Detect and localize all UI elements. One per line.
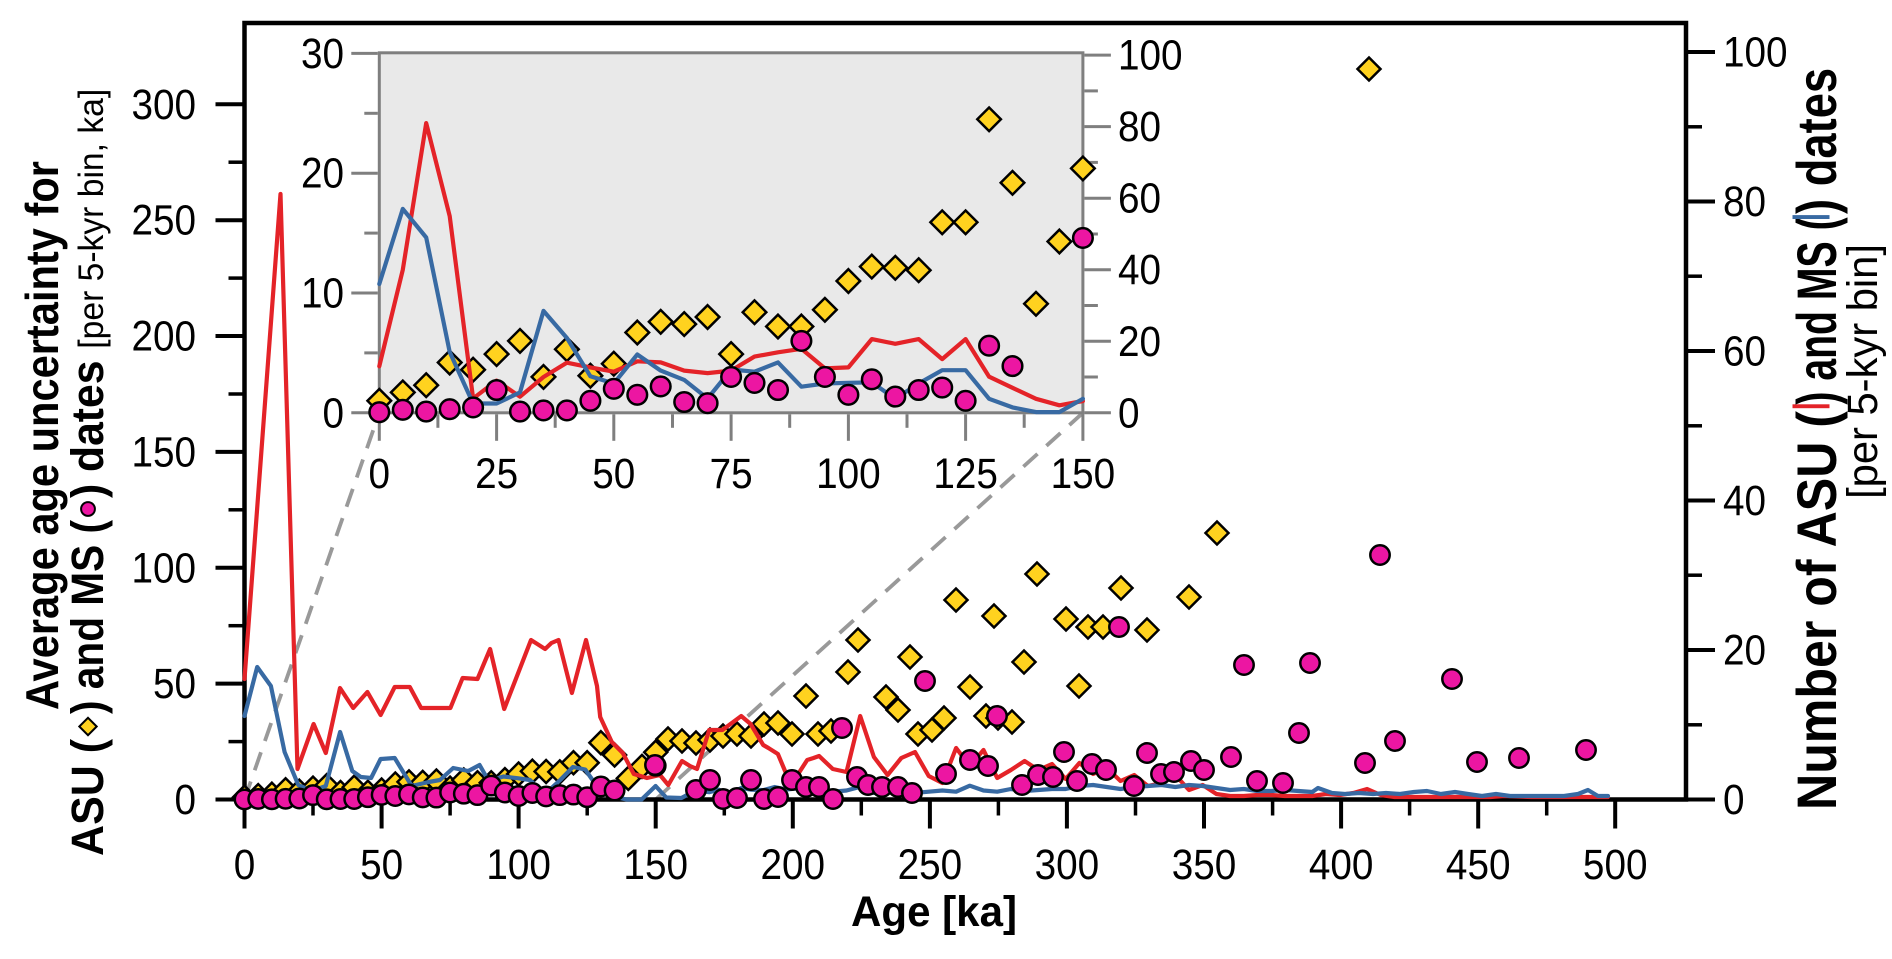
svg-text:200: 200 (131, 312, 196, 360)
svg-text:250: 250 (131, 196, 196, 244)
svg-text:10: 10 (301, 269, 344, 317)
svg-text:20: 20 (301, 149, 344, 197)
svg-text:500: 500 (1583, 840, 1648, 888)
svg-text:ASU (: ASU ( (63, 739, 113, 856)
svg-text:0: 0 (1723, 775, 1745, 823)
svg-text:0: 0 (234, 840, 256, 888)
svg-text:Age [ka]: Age [ka] (851, 888, 1017, 935)
svg-text:50: 50 (592, 449, 635, 497)
svg-text:[per 5-kyr bin]: [per 5-kyr bin] (1838, 244, 1886, 499)
svg-text:100: 100 (816, 449, 881, 497)
svg-text:50: 50 (153, 659, 196, 707)
svg-text:0: 0 (322, 388, 344, 436)
svg-text:0: 0 (174, 775, 196, 823)
svg-text:) and MS (: ) and MS ( (1786, 217, 1849, 405)
svg-text:200: 200 (761, 840, 826, 888)
svg-text:300: 300 (1035, 840, 1100, 888)
svg-text:30: 30 (301, 29, 344, 77)
svg-text:350: 350 (1172, 840, 1237, 888)
svg-text:400: 400 (1309, 840, 1374, 888)
svg-text:20: 20 (1723, 626, 1766, 674)
svg-text:Average age uncertainty for: Average age uncertainty for (17, 161, 68, 710)
svg-text:125: 125 (933, 449, 998, 497)
svg-text:100: 100 (1118, 31, 1183, 79)
svg-text:Number of ASU (: Number of ASU ( (1786, 411, 1848, 810)
svg-text:300: 300 (131, 80, 196, 128)
svg-text:150: 150 (131, 428, 196, 476)
svg-text:150: 150 (1051, 449, 1116, 497)
svg-text:60: 60 (1723, 327, 1766, 375)
svg-text:) and MS (: ) and MS ( (63, 519, 113, 714)
svg-text:75: 75 (710, 449, 753, 497)
svg-text:80: 80 (1723, 177, 1766, 225)
svg-text:) dates [per 5-kyr bin, ka]: ) dates [per 5-kyr bin, ka] (63, 89, 113, 498)
svg-text:25: 25 (475, 449, 518, 497)
svg-text:80: 80 (1118, 102, 1161, 150)
svg-text:20: 20 (1118, 317, 1161, 365)
svg-text:100: 100 (131, 543, 196, 591)
svg-text:250: 250 (898, 840, 963, 888)
svg-text:0: 0 (1118, 388, 1140, 436)
svg-text:) dates: ) dates (1785, 68, 1848, 214)
svg-text:150: 150 (623, 840, 688, 888)
svg-text:100: 100 (486, 840, 551, 888)
svg-text:0: 0 (369, 449, 391, 497)
svg-text:50: 50 (360, 840, 403, 888)
svg-text:100: 100 (1723, 28, 1788, 76)
svg-text:40: 40 (1118, 245, 1161, 293)
svg-text:40: 40 (1723, 476, 1766, 524)
svg-text:60: 60 (1118, 174, 1161, 222)
svg-text:450: 450 (1446, 840, 1511, 888)
